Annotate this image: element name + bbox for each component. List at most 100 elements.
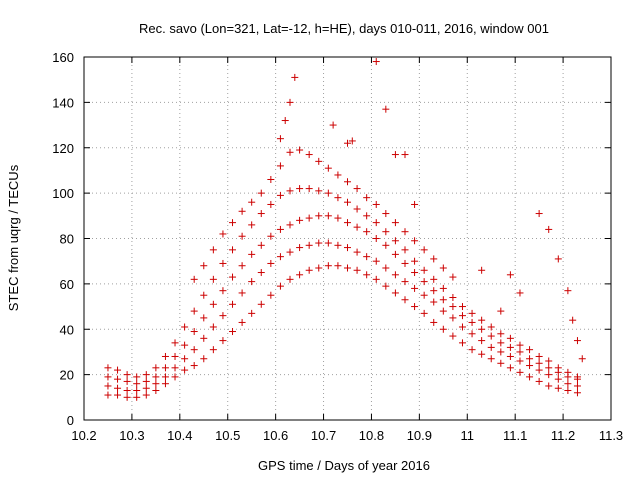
data-point-marker (468, 346, 476, 354)
data-point-marker (497, 330, 505, 338)
data-point-marker (353, 205, 361, 213)
data-point-marker (363, 194, 371, 202)
data-point-marker (276, 225, 284, 233)
data-point-marker (439, 325, 447, 333)
data-point-marker (372, 200, 380, 208)
data-point-marker (554, 384, 562, 392)
data-point-marker (238, 232, 246, 240)
data-point-marker (315, 212, 323, 220)
chart-title: Rec. savo (Lon=321, Lat=-12, h=HE), days… (139, 21, 549, 36)
data-point-marker (573, 382, 581, 390)
data-point-marker (353, 223, 361, 231)
data-point-marker (142, 384, 150, 392)
y-tick-labels: 0 20 40 60 80 100 120 140 160 (52, 50, 74, 428)
data-point-marker (171, 373, 179, 381)
data-point-marker (353, 248, 361, 256)
data-point-marker (152, 380, 160, 388)
data-point-marker (382, 105, 390, 113)
data-point-marker (545, 371, 553, 379)
data-point-marker (181, 341, 189, 349)
data-point-marker (439, 296, 447, 304)
data-point-marker (516, 357, 524, 365)
data-point-marker (219, 287, 227, 295)
data-point-marker (324, 164, 332, 172)
data-point-marker (190, 346, 198, 354)
data-point-marker (569, 316, 577, 324)
data-point-marker (114, 366, 122, 374)
data-point-marker (526, 346, 534, 354)
data-point-marker (516, 289, 524, 297)
data-point-marker (219, 337, 227, 345)
data-point-marker (344, 244, 351, 252)
data-point-marker (449, 293, 457, 301)
data-point-marker (161, 352, 169, 360)
data-point-marker (190, 307, 198, 315)
data-point-marker (363, 271, 371, 279)
data-point-marker (257, 189, 265, 197)
data-point-marker (248, 221, 256, 229)
data-point-marker (353, 185, 361, 193)
data-point-marker (516, 368, 524, 376)
data-point-marker (123, 377, 131, 385)
data-point-marker (372, 275, 380, 283)
data-point-marker (123, 393, 131, 401)
y-tick-label: 140 (52, 95, 74, 110)
data-point-marker (506, 352, 514, 360)
y-tick-label: 80 (60, 232, 74, 247)
data-point-marker (458, 323, 466, 331)
x-tick-label: 11.2 (551, 428, 575, 443)
data-point-marker (487, 323, 495, 331)
data-point-marker (516, 341, 524, 349)
data-point-marker (296, 216, 304, 224)
data-point-marker (478, 350, 486, 358)
data-point-marker (190, 275, 198, 283)
data-point-marker (420, 266, 428, 274)
data-point-marker (104, 373, 112, 381)
data-point-marker (171, 352, 179, 360)
data-point-marker (209, 246, 217, 254)
data-point-marker (142, 377, 150, 385)
axis-ticks (83, 56, 612, 421)
data-point-marker (391, 289, 399, 297)
data-point-marker (506, 334, 514, 342)
data-point-marker (114, 375, 122, 383)
x-tick-label: 11.3 (599, 428, 623, 443)
data-point-marker (305, 266, 313, 274)
data-point-marker (248, 309, 256, 317)
data-point-marker (200, 355, 208, 363)
data-point-marker (257, 210, 265, 218)
data-point-marker (286, 275, 294, 283)
x-tick-label: 10.2 (71, 428, 96, 443)
data-point-marker (497, 339, 505, 347)
data-point-marker (344, 178, 351, 186)
x-tick-label: 10.6 (263, 428, 288, 443)
data-point-marker (468, 330, 476, 338)
data-point-marker (334, 171, 342, 179)
data-point-marker (372, 219, 380, 227)
data-point-marker (161, 380, 169, 388)
data-point-marker (391, 219, 399, 227)
data-point-marker (535, 359, 543, 367)
data-point-marker (372, 235, 380, 242)
data-point-marker (334, 241, 342, 249)
data-point-marker (276, 282, 284, 290)
data-point-marker (286, 187, 294, 195)
data-point-marker (161, 364, 169, 372)
data-point-marker (401, 278, 409, 286)
data-point-marker (276, 135, 284, 143)
data-point-marker (449, 314, 457, 322)
data-point-marker (573, 337, 581, 345)
data-point-marker (104, 382, 112, 390)
data-point-marker (439, 307, 447, 315)
data-point-marker (229, 219, 237, 227)
data-point-marker (578, 355, 586, 363)
x-tick-label: 10.4 (167, 428, 192, 443)
data-point-marker (229, 300, 237, 308)
y-tick-label: 160 (52, 50, 74, 65)
x-tick-label: 10.7 (311, 428, 336, 443)
data-point-marker (478, 266, 486, 274)
data-point-marker (200, 262, 208, 270)
data-point-marker (329, 121, 337, 129)
data-point-marker (348, 137, 356, 145)
x-tick-label: 10.9 (407, 428, 432, 443)
